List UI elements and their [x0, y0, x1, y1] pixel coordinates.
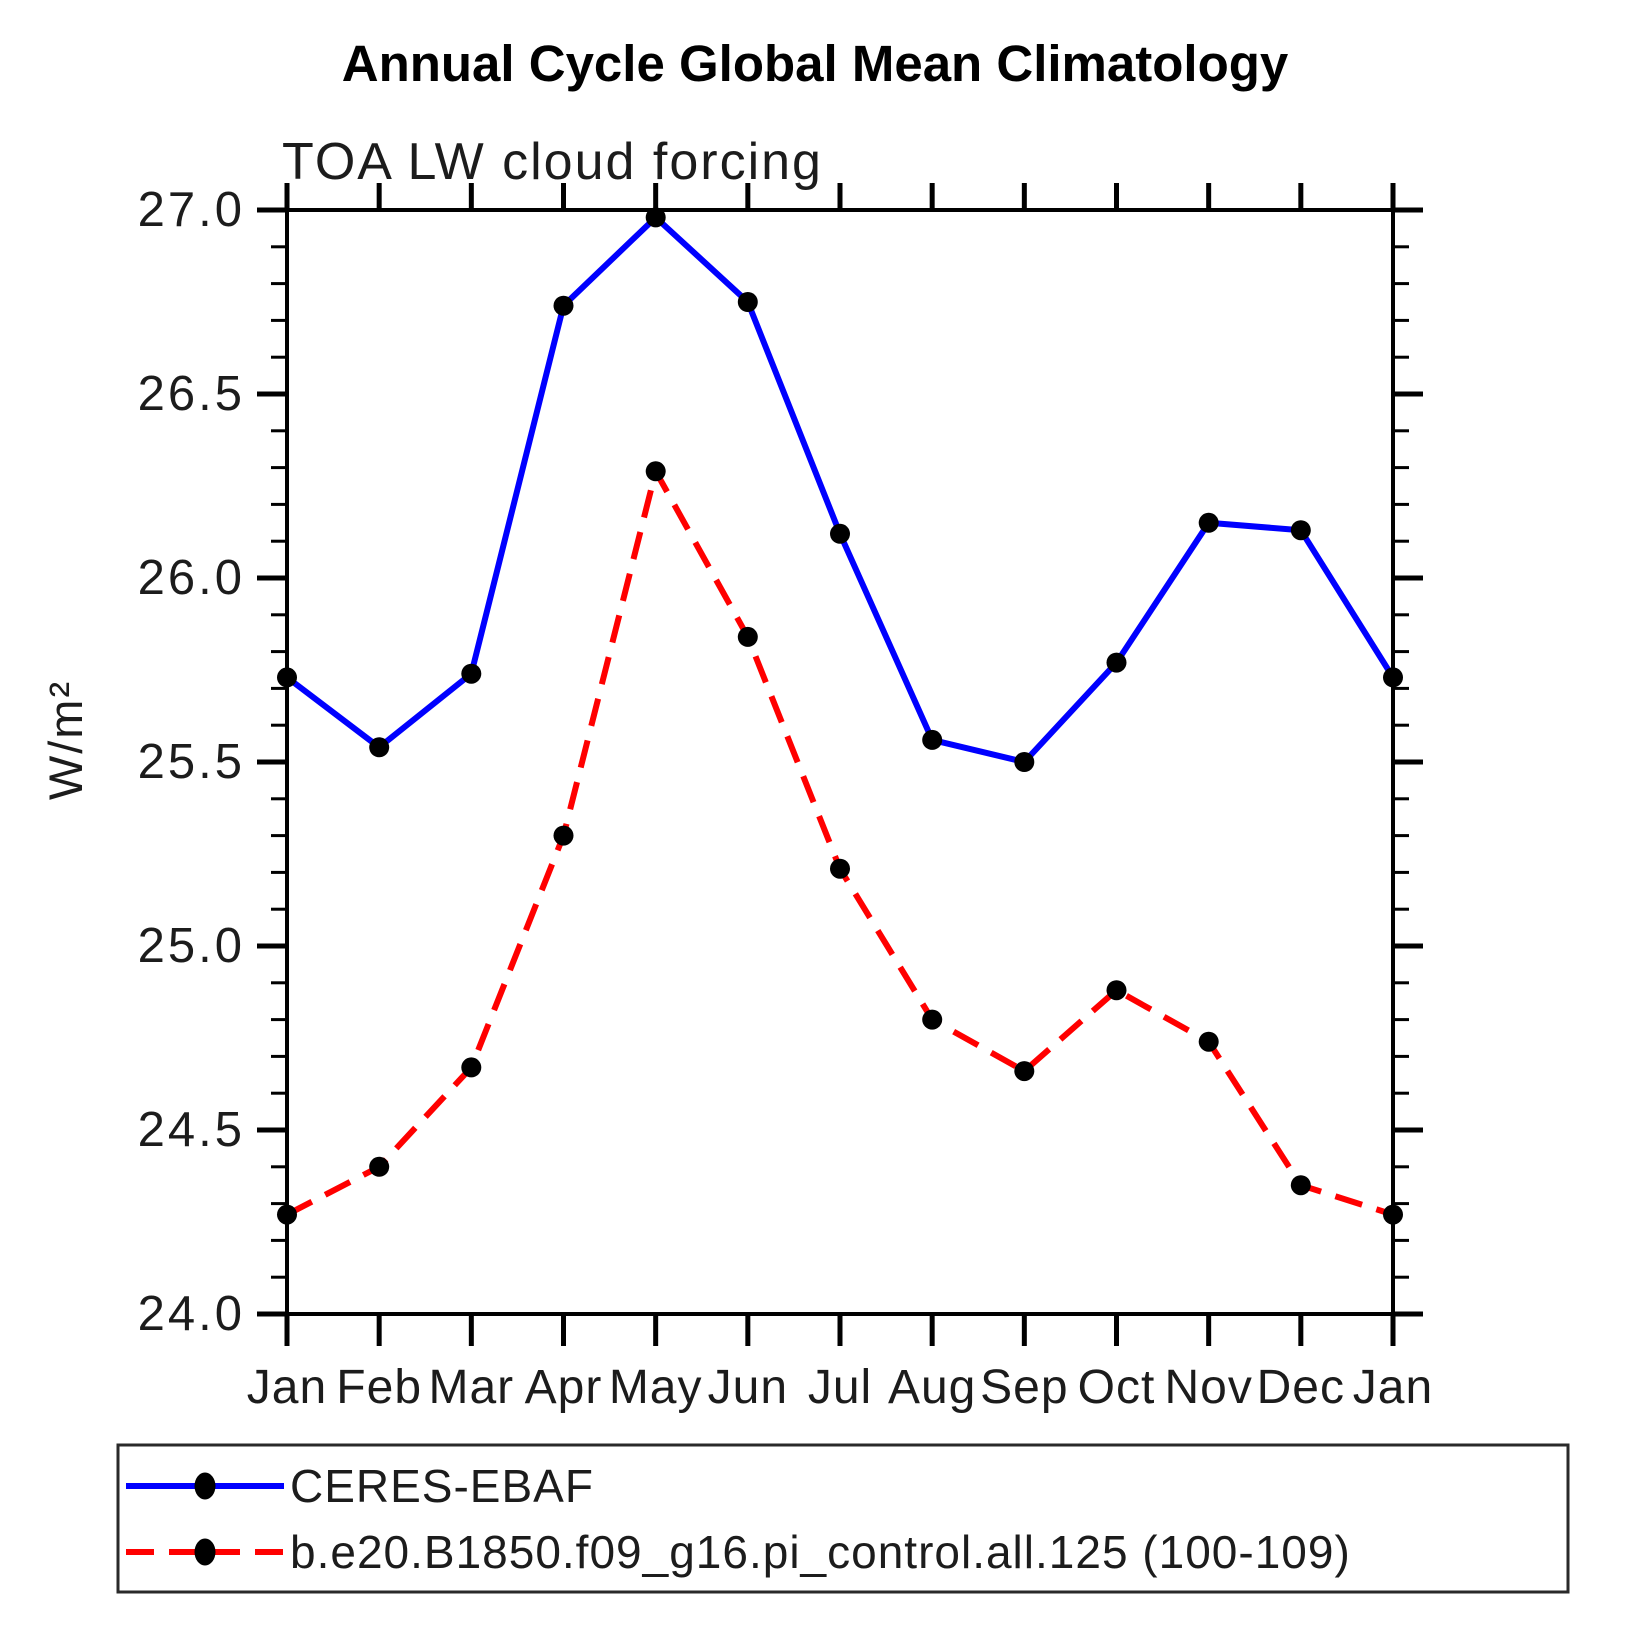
series-0-marker-dot [1106, 652, 1127, 673]
series-0-marker-dot [1198, 512, 1219, 533]
series-0-marker-dot [277, 667, 297, 688]
series-0-marker-dot [1383, 667, 1403, 688]
legend-label-model-run: b.e20.B1850.f09_g16.pi_control.all.125 (… [290, 1526, 1351, 1578]
x-tick-label: Jul [808, 1361, 872, 1414]
y-tick-label: 25.5 [138, 735, 245, 789]
chart-title: Annual Cycle Global Mean Climatology [342, 35, 1289, 92]
series-1-marker-dot [553, 825, 574, 846]
legend-label-observation: CERES-EBAF [290, 1460, 594, 1512]
legend: CERES-EBAF b.e20.B1850.f09_g16.pi_contro… [116, 1443, 1570, 1594]
series-line-1 [285, 468, 1394, 1218]
x-tick-label: Nov [1164, 1361, 1252, 1414]
series-1-marker-dot [277, 1204, 297, 1225]
series-0-marker-dot [461, 663, 482, 684]
series-1-marker-dot [645, 461, 666, 482]
series-1-marker-dot [1014, 1061, 1035, 1082]
y-axis-label: W/m² [39, 680, 92, 800]
x-tick-label: Oct [1078, 1361, 1156, 1414]
x-tick-label: Sep [980, 1361, 1068, 1414]
x-tick-label: Feb [336, 1361, 422, 1414]
series-0-marker-dot [830, 523, 850, 544]
series-1-marker-dot [830, 858, 850, 879]
x-tick-label: Jan [247, 1361, 327, 1414]
x-tick-label: Dec [1257, 1361, 1345, 1414]
x-tick-label: Jun [708, 1361, 788, 1414]
series-0-marker-dot [553, 295, 574, 316]
chart-subtitle: TOA LW cloud forcing [282, 133, 823, 191]
legend-entry-ceres-ebaf: CERES-EBAF [126, 1460, 594, 1512]
series-1-marker-dot [737, 626, 758, 647]
series-line-0 [285, 214, 1396, 765]
legend-box [116, 1443, 1570, 1594]
legend-entry-model: b.e20.B1850.f09_g16.pi_control.all.125 (… [126, 1526, 1351, 1578]
y-tick-label: 26.0 [138, 551, 245, 605]
x-tick-label: Aug [888, 1361, 976, 1414]
plot-frame [285, 208, 1395, 1316]
series-1-marker-dot [922, 1009, 943, 1030]
x-tick-label: Jan [1353, 1361, 1433, 1414]
series-1-marker-dot [461, 1057, 482, 1078]
series-0-marker-dot [737, 292, 758, 312]
series-0-marker-dot [369, 737, 390, 758]
series-1-marker-dot [1198, 1031, 1219, 1052]
x-tick-label: May [609, 1361, 703, 1414]
series-1-marker-dot [1106, 980, 1127, 1001]
y-tick-label: 27.0 [138, 183, 245, 237]
series-1-marker-dot [1290, 1175, 1311, 1196]
y-tick-label: 25.0 [138, 919, 245, 973]
series-0-marker-dot [1014, 752, 1035, 772]
x-tick-label: Mar [428, 1361, 514, 1414]
y-tick-label: 24.5 [138, 1103, 245, 1157]
series-1-marker-dot [1383, 1204, 1403, 1225]
legend-marker-dot-icon [194, 1538, 216, 1566]
legend-marker-dot-icon [194, 1472, 216, 1500]
x-tick-label: Apr [525, 1361, 603, 1414]
y-tick-label: 24.0 [138, 1287, 245, 1341]
series-0-marker-dot [645, 207, 666, 228]
y-tick-label: 26.5 [138, 367, 245, 421]
series-0-marker-dot [1290, 520, 1311, 541]
series-1-marker-dot [369, 1156, 390, 1177]
series-0-marker-dot [922, 729, 943, 750]
